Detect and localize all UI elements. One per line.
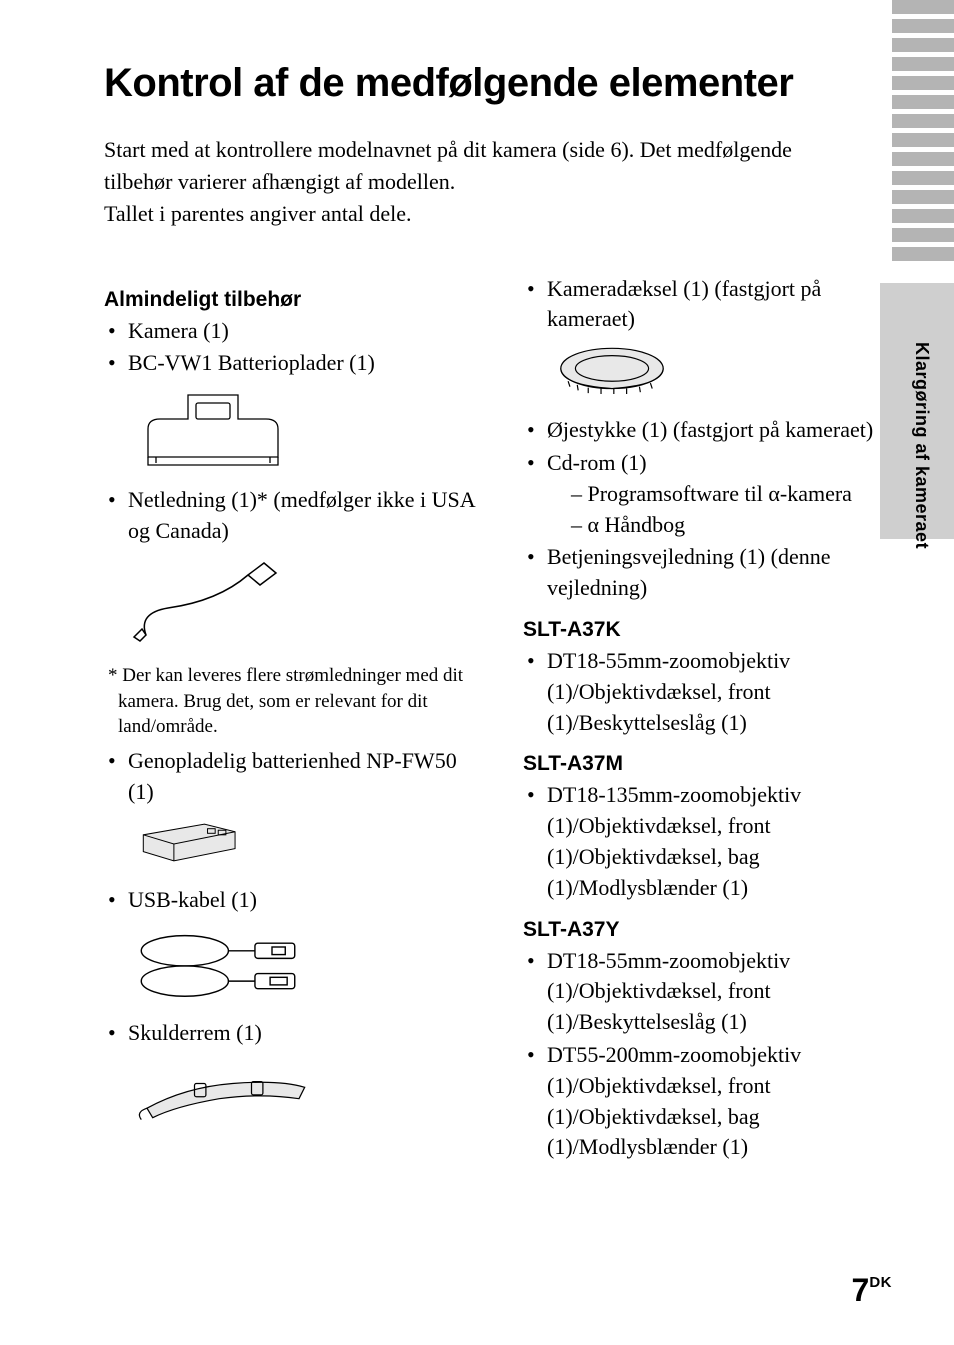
left-column: Almindeligt tilbehør Kamera (1) BC-VW1 B… [104,274,475,1166]
usb-cable-illustration-icon [128,922,298,1008]
list-item: DT18-55mm-zoomobjektiv (1)/Objektivdækse… [523,646,894,738]
section-heading: SLT-A37Y [523,918,894,942]
power-cord-illustration-icon [128,553,298,653]
list-item: Betjeningsvejledning (1) (denne vejledni… [523,542,894,604]
right-column: Kameradæksel (1) (fastgjort på kameraet)… [523,274,894,1166]
intro-line: Start med at kontrollere modelnavnet på … [104,137,792,194]
list-sub-item: – α Håndbog [547,510,894,541]
list-item: DT55-200mm-zoomobjektiv (1)/Objektivdæks… [523,1040,894,1163]
list-item: DT18-135mm-zoomobjektiv (1)/Objektivdæks… [523,780,894,903]
list-item: Kameradæksel (1) (fastgjort på kameraet) [523,274,894,336]
intro-line: Tallet i parentes angiver antal dele. [104,201,412,226]
list-item: Genopladelig batterienhed NP-FW50 (1) [104,746,475,808]
page-number-suffix: DK [869,1274,892,1291]
page-number: 7DK [852,1272,892,1309]
list-item: USB-kabel (1) [104,885,475,916]
page-title: Kontrol af de medfølgende elementer [104,60,894,106]
section-heading: Almindeligt tilbehør [104,288,475,312]
intro-text: Start med at kontrollere modelnavnet på … [104,134,864,230]
list-item: DT18-55mm-zoomobjektiv (1)/Objektivdækse… [523,946,894,1038]
section-heading: SLT-A37K [523,618,894,642]
strap-illustration-icon [128,1055,318,1131]
list-item: Kamera (1) [104,316,475,347]
list-sub-item: – Programsoftware til α-kamera [547,479,894,510]
list-item: Cd-rom (1) – Programsoftware til α-kamer… [523,448,894,540]
list-item-text: Cd-rom (1) [547,450,647,475]
charger-illustration-icon [128,385,298,475]
section-heading: SLT-A37M [523,752,894,776]
footnote: * Der kan leveres flere strømledninger m… [104,663,475,740]
list-item: BC-VW1 Batterioplader (1) [104,348,475,379]
list-item: Skulderrem (1) [104,1018,475,1049]
page-number-value: 7 [852,1272,870,1308]
list-item: Øjestykke (1) (fastgjort på kameraet) [523,415,894,446]
battery-illustration-icon [128,813,298,875]
list-item: Netledning (1)* (medfølger ikke i USA og… [104,485,475,547]
bodycap-illustration-icon [547,341,677,405]
